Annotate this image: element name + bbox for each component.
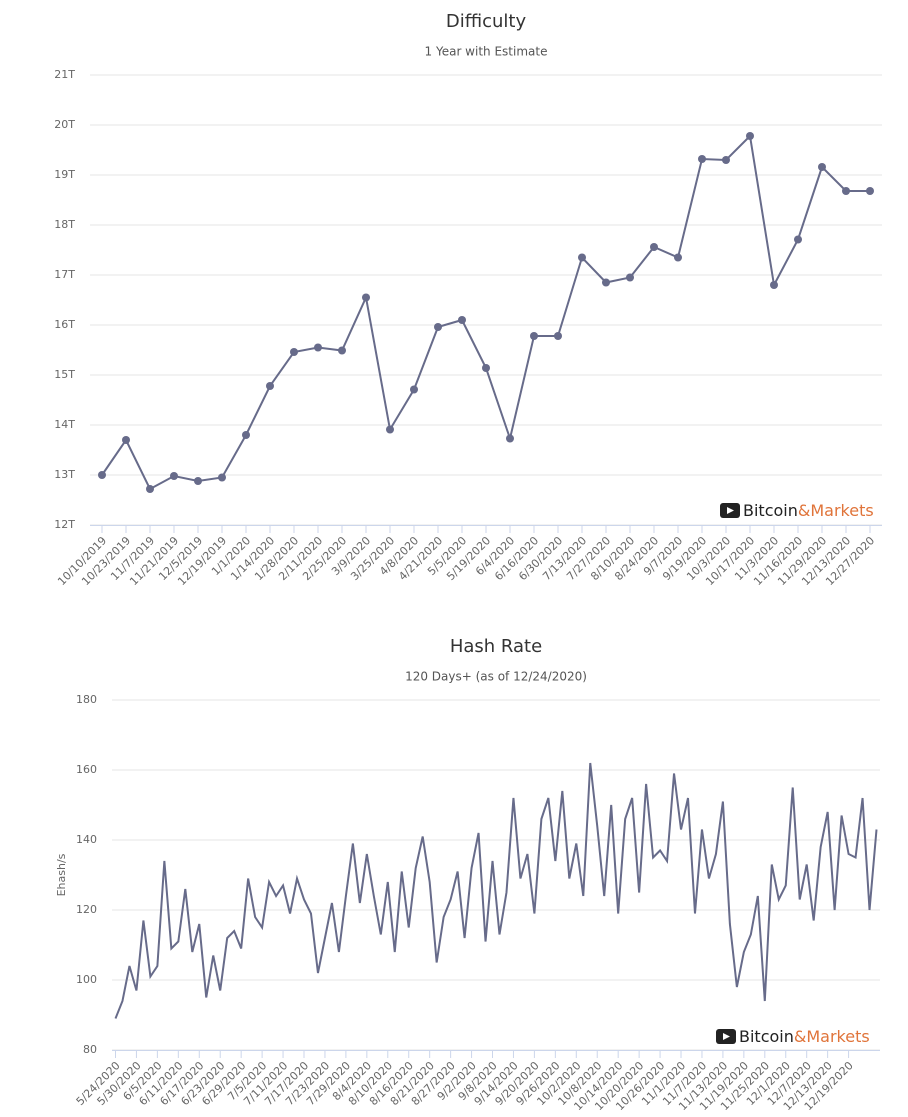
data-point xyxy=(818,163,826,171)
y-tick-label: 16T xyxy=(54,318,75,331)
data-line xyxy=(114,762,878,1019)
data-point xyxy=(698,155,706,163)
y-tick-label: 20T xyxy=(54,118,75,131)
y-tick-label: 17T xyxy=(54,268,75,281)
data-point xyxy=(170,472,178,480)
data-point xyxy=(746,132,754,140)
y-axis-label: Ehash/s xyxy=(55,853,68,896)
y-tick-label: 15T xyxy=(54,368,75,381)
data-point xyxy=(122,436,130,444)
data-point xyxy=(434,323,442,331)
y-tick-label: 160 xyxy=(76,763,97,776)
watermark-part: Bitcoin xyxy=(739,1027,794,1046)
data-point xyxy=(266,382,274,390)
watermark-part: Bitcoin xyxy=(743,501,798,520)
data-point xyxy=(290,348,298,356)
data-point xyxy=(842,187,850,195)
data-point xyxy=(650,243,658,251)
data-point xyxy=(314,343,322,352)
watermark: Bitcoin&Markets xyxy=(743,501,874,520)
watermark-part: &Markets xyxy=(794,1027,870,1046)
data-point xyxy=(194,477,202,485)
data-point xyxy=(722,156,730,164)
data-point xyxy=(482,364,490,372)
data-point xyxy=(410,385,418,394)
data-point xyxy=(602,278,610,287)
play-icon xyxy=(716,503,740,1044)
data-point xyxy=(794,235,802,244)
y-tick-label: 14T xyxy=(54,418,75,431)
data-point xyxy=(506,434,514,443)
data-point xyxy=(338,346,346,355)
watermark-part: &Markets xyxy=(798,501,874,520)
watermark: Bitcoin&Markets xyxy=(739,1027,870,1046)
chart-subtitle: 1 Year with Estimate xyxy=(425,45,548,59)
data-point xyxy=(218,473,226,482)
data-point xyxy=(362,293,370,302)
data-point xyxy=(386,425,394,434)
data-point xyxy=(866,187,874,195)
data-point xyxy=(530,332,538,340)
data-point xyxy=(770,281,778,289)
y-tick-label: 13T xyxy=(54,468,75,481)
data-point xyxy=(458,316,466,324)
data-point xyxy=(626,273,634,282)
y-tick-label: 12T xyxy=(54,518,75,531)
chart-subtitle: 120 Days+ (as of 12/24/2020) xyxy=(405,670,587,684)
data-point xyxy=(578,253,586,262)
chart-title: Difficulty xyxy=(446,11,527,32)
y-tick-label: 180 xyxy=(76,693,97,706)
data-point xyxy=(674,253,682,262)
data-point xyxy=(98,471,106,479)
y-tick-label: 18T xyxy=(54,218,75,231)
y-tick-label: 120 xyxy=(76,903,97,916)
data-point xyxy=(146,485,154,493)
y-tick-label: 140 xyxy=(76,833,97,846)
data-point xyxy=(554,332,562,340)
y-tick-label: 80 xyxy=(83,1043,97,1056)
data-line xyxy=(101,133,870,491)
y-tick-label: 21T xyxy=(54,68,75,81)
chart-title: Hash Rate xyxy=(450,636,542,657)
y-tick-label: 100 xyxy=(76,973,97,986)
data-point xyxy=(242,431,250,439)
y-tick-label: 19T xyxy=(54,168,75,181)
